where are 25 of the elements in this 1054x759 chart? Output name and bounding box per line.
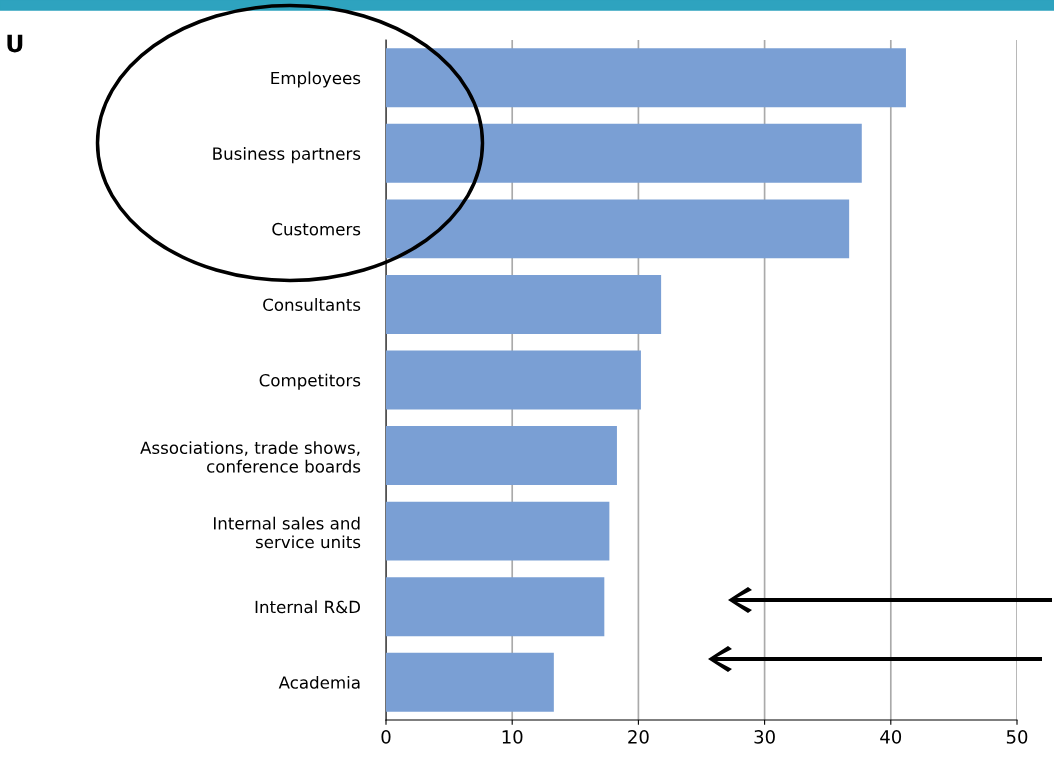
x-tick-label: 40 bbox=[880, 730, 902, 744]
x-tick-label: 10 bbox=[502, 730, 523, 744]
y-tick-label: Business partners bbox=[213, 147, 361, 164]
bar bbox=[386, 652, 554, 712]
y-tick-label: Academia bbox=[278, 675, 360, 689]
y-tick-label: Internal sales and service units bbox=[213, 516, 361, 549]
x-tick-label: 50 bbox=[1006, 730, 1028, 744]
bar bbox=[386, 577, 605, 637]
text: U bbox=[7, 34, 23, 53]
x-tick-label: 0 bbox=[381, 730, 391, 744]
bar bbox=[386, 123, 862, 183]
bar bbox=[386, 501, 610, 561]
y-tick-label: Competitors bbox=[259, 373, 361, 390]
bar bbox=[386, 274, 662, 334]
bar bbox=[386, 199, 850, 259]
bar bbox=[386, 426, 617, 486]
bar bbox=[386, 350, 641, 410]
y-tick-label: Associations, trade shows, conference boards bbox=[140, 441, 361, 473]
bar bbox=[386, 48, 906, 108]
x-tick-label: 20 bbox=[628, 730, 649, 744]
y-tick-label: Employees bbox=[271, 71, 361, 88]
x-tick-label: 30 bbox=[754, 730, 775, 744]
y-tick-label: Customers bbox=[272, 222, 361, 236]
y-tick-label: Internal R&D bbox=[255, 600, 361, 614]
y-tick-label: Consultants bbox=[263, 298, 361, 312]
